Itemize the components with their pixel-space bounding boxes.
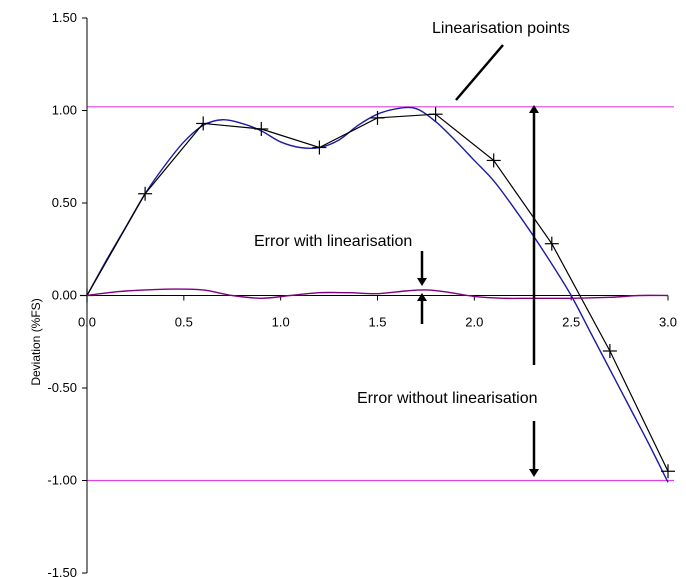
series-1-marker bbox=[544, 236, 559, 251]
y-tick-label: -1.00 bbox=[47, 473, 77, 488]
x-tick-label: 1.0 bbox=[272, 315, 290, 330]
x-tick-label: 0.5 bbox=[175, 315, 193, 330]
series-1-marker bbox=[428, 107, 443, 122]
series-0-curve bbox=[86, 106, 669, 483]
axes: 1.50 1.00 0.50 0.00 -0.50 -1.00 -1.50 0.0 0.5 1.0… bbox=[47, 10, 677, 577]
x-tick-label: 3.0 bbox=[659, 315, 677, 330]
x-tick-label: 0.0 bbox=[78, 315, 96, 330]
y-tick-label: 1.50 bbox=[52, 10, 77, 25]
annotation-linearisation-points: Linearisation points bbox=[432, 20, 570, 37]
series-1-marker bbox=[602, 344, 617, 358]
y-tick-label: -1.50 bbox=[47, 565, 77, 577]
y-tick-label: 0.50 bbox=[52, 195, 77, 210]
series-1-line bbox=[86, 113, 669, 472]
series-1-marker bbox=[254, 122, 269, 136]
series-1-marker bbox=[138, 186, 153, 201]
y-axis-label: Deviation (%FS) bbox=[29, 298, 43, 385]
reference-lines bbox=[87, 106, 674, 482]
series-1-marker bbox=[196, 116, 211, 131]
series bbox=[80, 106, 675, 483]
y-tick-label: -0.50 bbox=[47, 380, 77, 395]
series-1-marker bbox=[486, 153, 501, 168]
series-1-marker bbox=[661, 464, 675, 479]
series-1-marker bbox=[370, 110, 385, 125]
annotation-error-with-linearisation: Error with linearisation bbox=[254, 233, 412, 250]
series-2-curve bbox=[86, 288, 669, 300]
x-tick-label: 2.5 bbox=[562, 315, 580, 330]
x-tick-label: 1.5 bbox=[368, 315, 386, 330]
annotation-error-without-linearisation: Error without linearisation bbox=[357, 390, 538, 407]
series-1-marker bbox=[312, 140, 327, 155]
linearisation-pointer-line bbox=[455, 44, 504, 101]
x-tick-label: 2.0 bbox=[465, 315, 483, 330]
y-tick-label: 0.00 bbox=[52, 288, 77, 303]
y-tick-label: 1.00 bbox=[52, 103, 77, 118]
